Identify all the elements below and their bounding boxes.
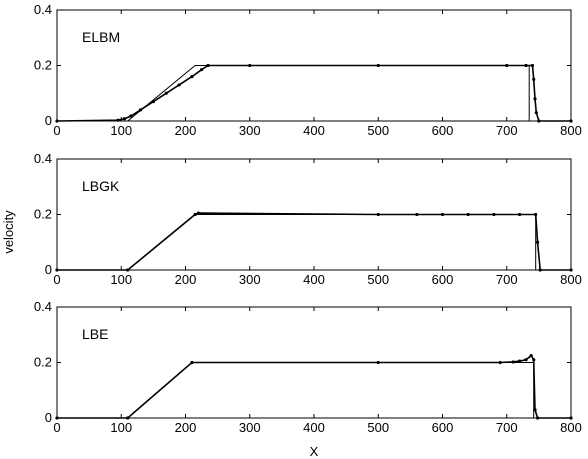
data-point [569, 268, 573, 272]
x-tick-label: 200 [175, 123, 197, 138]
data-point [518, 359, 522, 363]
data-point [534, 111, 538, 115]
x-tick-label: 300 [239, 123, 261, 138]
data-point [530, 63, 535, 68]
data-point [415, 212, 419, 217]
y-tick-label: 0.4 [34, 151, 52, 166]
data-point [55, 268, 59, 272]
y-tick-label: 0.4 [34, 2, 52, 17]
data-point [518, 212, 522, 217]
data-point [129, 114, 133, 118]
y-tick-label: 0.2 [34, 207, 52, 222]
data-point [535, 240, 540, 244]
data-point [535, 416, 540, 420]
y-tick-label: 0 [45, 410, 52, 425]
x-tick-label: 800 [560, 420, 582, 435]
data-point [55, 119, 59, 123]
data-point [206, 63, 210, 68]
panel-label: ELBM [82, 29, 120, 45]
data-point [532, 358, 536, 362]
data-point [533, 97, 537, 101]
x-tick-label: 700 [496, 272, 518, 287]
data-point [524, 358, 528, 362]
series-reference-line [57, 65, 571, 122]
panel-label: LBE [82, 326, 108, 342]
x-tick-label: 300 [239, 420, 261, 435]
data-point [466, 212, 470, 217]
x-tick-label: 0 [53, 272, 60, 287]
data-point [126, 416, 130, 420]
data-point [55, 416, 59, 420]
panel-label: LBGK [82, 178, 120, 194]
data-point [532, 77, 536, 81]
x-tick-label: 600 [432, 123, 454, 138]
data-point [126, 268, 130, 272]
x-tick-label: 100 [110, 420, 132, 435]
x-tick-label: 700 [496, 420, 518, 435]
x-tick-label: 0 [53, 123, 60, 138]
x-tick-label: 600 [432, 420, 454, 435]
data-point [190, 75, 194, 79]
data-point [440, 212, 445, 217]
y-tick-label: 0 [45, 262, 52, 277]
x-tick-label: 700 [496, 123, 518, 138]
series-reference-line [57, 362, 571, 419]
data-point [537, 119, 541, 123]
data-point [177, 83, 181, 87]
data-point [151, 99, 155, 104]
y-tick-label: 0.4 [34, 299, 52, 314]
x-tick-label: 400 [303, 420, 325, 435]
y-axis-title: velocity [1, 210, 16, 254]
panel-lbgk: 0 100 200 300 400 500 600 700 800 0 0.2 0.4 LBGK [34, 151, 582, 287]
data-point [511, 360, 515, 364]
data-point [122, 117, 127, 121]
x-tick-label: 200 [175, 420, 197, 435]
data-point [376, 360, 380, 365]
data-point [569, 119, 573, 123]
data-point [529, 353, 533, 358]
x-tick-label: 400 [303, 272, 325, 287]
data-point [164, 91, 168, 95]
data-point [538, 268, 542, 272]
data-point [199, 68, 204, 72]
data-point [138, 108, 143, 112]
data-point [190, 360, 194, 365]
x-tick-label: 800 [560, 272, 582, 287]
x-axis-title: X [310, 444, 319, 459]
data-point [196, 211, 200, 215]
x-tick-label: 800 [560, 123, 582, 138]
x-tick-label: 500 [367, 123, 389, 138]
x-tick-label: 0 [53, 420, 60, 435]
x-tick-label: 200 [175, 272, 197, 287]
data-point [116, 118, 120, 122]
series-reference-line [57, 214, 571, 271]
panel-lbe: 0 100 200 300 400 500 600 700 800 0 0.2 0.4 LBE [34, 299, 582, 435]
x-tick-label: 100 [110, 123, 132, 138]
data-point [492, 212, 496, 217]
x-tick-label: 100 [110, 272, 132, 287]
x-tick-label: 500 [367, 420, 389, 435]
data-point [505, 63, 509, 68]
x-tick-label: 300 [239, 272, 261, 287]
data-point [376, 63, 380, 68]
data-point [248, 63, 252, 68]
series-dotted-trace [57, 354, 571, 419]
y-tick-label: 0.2 [34, 355, 52, 370]
x-tick-label: 600 [432, 272, 454, 287]
y-tick-label: 0 [45, 113, 52, 128]
y-tick-label: 0.2 [34, 58, 52, 73]
data-point [376, 212, 380, 217]
data-point [534, 212, 538, 217]
data-point [569, 416, 573, 420]
x-tick-label: 500 [367, 272, 389, 287]
panel-elbm: 0 100 200 300 400 500 600 700 800 0 0.2 0.4 ELBM [34, 2, 582, 138]
x-tick-label: 400 [303, 123, 325, 138]
data-point [533, 408, 537, 412]
data-point [498, 360, 502, 365]
series-dotted-trace [56, 64, 571, 122]
series-dotted-trace [57, 212, 571, 271]
data-point [524, 63, 528, 68]
data-point [193, 212, 197, 217]
